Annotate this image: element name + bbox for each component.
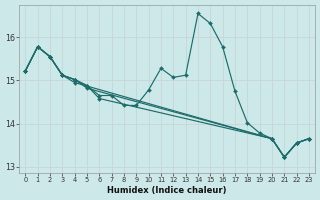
X-axis label: Humidex (Indice chaleur): Humidex (Indice chaleur) <box>108 186 227 195</box>
